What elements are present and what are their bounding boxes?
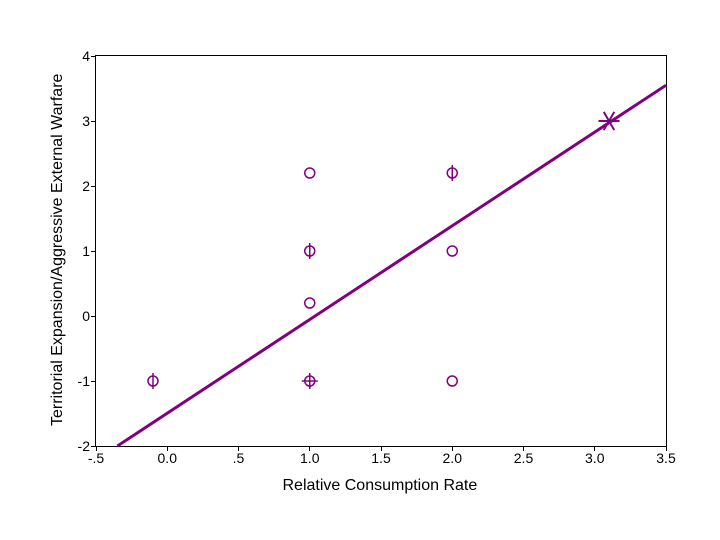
- data-point: [447, 246, 457, 256]
- x-tick-label: 2.5: [514, 446, 533, 466]
- data-point: [305, 243, 315, 259]
- y-tick-label: 3: [82, 113, 96, 129]
- plot-area: -2-101234-.50.0.51.01.52.02.53.03.5: [95, 55, 667, 447]
- y-axis-label: Territorial Expansion/Aggressive Externa…: [49, 74, 67, 426]
- x-tick-label: 1.0: [300, 446, 319, 466]
- y-tick-label: 4: [82, 48, 96, 64]
- y-tick-label: 1: [82, 243, 96, 259]
- data-point: [305, 298, 315, 308]
- data-point: [302, 373, 318, 389]
- y-tick-label: -1: [78, 373, 96, 389]
- data-point: [305, 168, 315, 178]
- data-point: [447, 376, 457, 386]
- x-tick-label: 3.0: [585, 446, 604, 466]
- x-tick-label: .5: [233, 446, 245, 466]
- y-tick-label: 2: [82, 178, 96, 194]
- x-tick-label: 1.5: [371, 446, 390, 466]
- y-tick-label: 0: [82, 308, 96, 324]
- data-point: [148, 373, 158, 389]
- x-tick-label: -.5: [88, 446, 104, 466]
- regression-line: [117, 85, 666, 446]
- plot-svg: [96, 56, 666, 446]
- x-axis-label: Relative Consumption Rate: [283, 477, 478, 495]
- data-point: [447, 165, 457, 181]
- x-tick-label: 3.5: [656, 446, 675, 466]
- x-tick-label: 2.0: [443, 446, 462, 466]
- chart-container: -2-101234-.50.0.51.01.52.02.53.03.5 Terr…: [0, 0, 720, 540]
- x-tick-label: 0.0: [158, 446, 177, 466]
